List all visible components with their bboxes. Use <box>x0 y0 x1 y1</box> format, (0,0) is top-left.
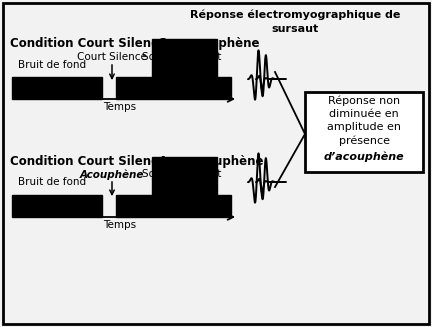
Text: acouphène: acouphène <box>183 37 260 50</box>
Bar <box>152 157 217 195</box>
Bar <box>12 195 102 217</box>
Text: d’acouphène: d’acouphène <box>324 152 404 163</box>
Text: Réponse non
diminuée en
amplitude en
présence: Réponse non diminuée en amplitude en pré… <box>327 96 401 146</box>
Text: Son de Sursaut: Son de Sursaut <box>142 52 222 62</box>
Text: Son de Sursaut: Son de Sursaut <box>142 169 222 179</box>
Text: Bruit de fond: Bruit de fond <box>18 177 86 187</box>
Bar <box>12 77 102 99</box>
Text: Condition Court Silence –: Condition Court Silence – <box>10 155 180 168</box>
Text: Temps: Temps <box>103 102 137 112</box>
Text: Avec: Avec <box>158 155 189 168</box>
Text: Acouphène: Acouphène <box>80 169 144 180</box>
Text: Bruit de fond: Bruit de fond <box>18 60 86 70</box>
Bar <box>305 92 423 172</box>
Text: Réponse électromyographique de
sursaut: Réponse électromyographique de sursaut <box>190 10 400 34</box>
Bar <box>152 39 217 77</box>
Text: Court Silence: Court Silence <box>77 52 147 62</box>
Text: acouphène: acouphène <box>187 155 264 168</box>
Bar <box>116 195 231 217</box>
Bar <box>116 77 231 99</box>
Text: ♪: ♪ <box>116 201 126 216</box>
Text: Sans: Sans <box>158 37 190 50</box>
Text: Temps: Temps <box>103 220 137 230</box>
Text: Condition Court Silence –: Condition Court Silence – <box>10 37 180 50</box>
